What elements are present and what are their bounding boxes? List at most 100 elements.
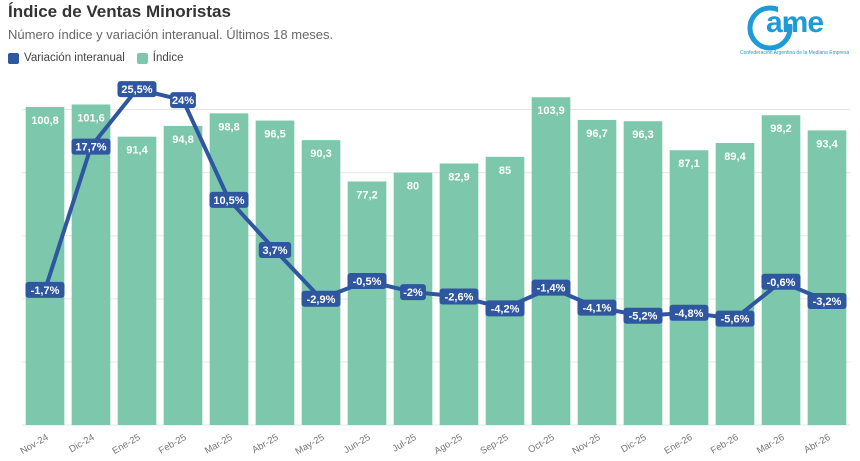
line-label-box-13	[623, 307, 663, 324]
x-tick-label-13: Dic-25	[619, 432, 648, 455]
x-tick-label-12: Nov-25	[570, 432, 602, 457]
line-label-12: -4,1%	[583, 303, 612, 315]
x-tick-label-10: Sep-25	[478, 432, 510, 457]
bar-label-7: 77,2	[356, 189, 377, 201]
bar-label-13: 96,3	[632, 129, 653, 141]
line-label-box-17	[807, 292, 847, 309]
legend-swatch-bar	[136, 52, 148, 64]
bar-15	[715, 142, 755, 425]
x-tick-label-0: Nov-24	[18, 432, 50, 457]
bar-4	[209, 113, 249, 426]
legend-swatch-line	[8, 52, 19, 64]
bar-label-9: 82,9	[448, 171, 469, 183]
x-tick-label-1: Dic-24	[67, 432, 96, 455]
bar-label-16: 98,2	[770, 123, 791, 135]
x-tick-label-4: Mar-25	[203, 432, 235, 457]
line-label-box-8	[400, 284, 426, 301]
line-label-box-15	[715, 310, 755, 327]
chart-legend: Variación interanual Índice	[8, 52, 195, 64]
x-tick-label-6: May-25	[294, 432, 327, 457]
x-tick-label-3: Feb-25	[157, 432, 189, 457]
bar-label-8: 80	[407, 181, 419, 193]
line-label-2: 25,5%	[121, 84, 152, 96]
x-tick-label-15: Feb-26	[709, 432, 741, 457]
line-label-10: -4,2%	[491, 303, 520, 315]
line-label-15: -5,6%	[721, 314, 750, 326]
bar-label-1: 101,6	[77, 112, 105, 124]
logo-tagline: Confederación Argentina de la Mediana Em…	[740, 50, 850, 56]
line-label-14: -4,8%	[675, 308, 704, 320]
x-tick-label-9: Ago-25	[432, 432, 464, 457]
line-label-box-14	[669, 304, 709, 321]
line-label-0: -1,7%	[31, 285, 60, 297]
bar-label-2: 91,4	[126, 145, 148, 157]
bar-label-4: 98,8	[218, 121, 239, 133]
line-label-box-3	[170, 92, 196, 109]
line-label-13: -5,2%	[629, 311, 658, 323]
line-label-6: -2,9%	[307, 294, 336, 306]
x-tick-label-17: Abr-26	[802, 432, 832, 456]
bar-label-3: 94,8	[172, 134, 193, 146]
line-label-box-0	[25, 281, 65, 298]
bar-1	[71, 104, 111, 426]
line-label-box-10	[485, 300, 525, 317]
bar-7	[347, 181, 387, 425]
line-label-box-6	[301, 290, 341, 307]
bar-label-6: 90,3	[310, 148, 331, 160]
legend-item-bar[interactable]: Índice	[136, 52, 184, 64]
bar-17	[807, 130, 847, 425]
x-tick-label-16: Mar-26	[755, 432, 787, 457]
line-label-box-1	[71, 138, 111, 155]
line-series	[43, 87, 828, 321]
legend-item-line[interactable]: Variación interanual	[8, 52, 125, 64]
bar-2	[117, 136, 157, 425]
bar-13	[623, 121, 663, 425]
line-label-17: -3,2%	[813, 296, 842, 308]
x-tick-label-8: Jul-25	[391, 432, 419, 454]
line-label-box-16	[761, 273, 801, 290]
line-label-box-2	[117, 81, 157, 98]
bar-label-17: 93,4	[816, 138, 838, 150]
line-label-3: 24%	[172, 95, 194, 107]
line-label-1: 17,7%	[75, 142, 106, 154]
x-tick-label-5: Abr-25	[250, 432, 280, 456]
line-label-box-12	[577, 299, 617, 316]
line-label-7: -0,5%	[353, 276, 382, 288]
bar-label-14: 87,1	[678, 158, 699, 170]
chart-title: Índice de Ventas Minoristas	[8, 2, 231, 21]
legend-label-line: Variación interanual	[24, 52, 125, 64]
x-tick-label-2: Ene-25	[110, 432, 142, 457]
x-tick-label-14: Ene-26	[662, 432, 694, 457]
line-label-16: -0,6%	[767, 277, 796, 289]
line-label-box-9	[439, 288, 479, 305]
line-label-8: -2%	[403, 287, 423, 299]
bar-label-10: 85	[499, 165, 511, 177]
bar-14	[669, 150, 709, 426]
x-tick-label-11: Oct-25	[526, 432, 556, 456]
line-label-5: 3,7%	[262, 245, 287, 257]
bar-label-0: 100,8	[31, 115, 59, 127]
line-label-box-4	[209, 191, 249, 208]
bar-label-15: 89,4	[724, 151, 746, 163]
chart-subtitle: Número índice y variación interanual. Úl…	[8, 27, 334, 42]
legend-label-bar: Índice	[152, 52, 184, 64]
bar-16	[761, 115, 801, 425]
came-logo-icon	[747, 5, 793, 51]
bar-3	[163, 125, 203, 425]
logo-text: ame	[766, 6, 824, 39]
bar-5	[255, 120, 295, 425]
bar-12	[577, 119, 617, 426]
line-label-box-7	[347, 273, 387, 290]
bar-10	[485, 156, 525, 425]
line-label-box-5	[258, 242, 292, 259]
bar-11	[531, 97, 571, 425]
bar-label-5: 96,5	[264, 129, 285, 141]
bar-label-12: 96,7	[586, 128, 607, 140]
x-tick-label-7: Jun-25	[342, 432, 373, 456]
line-label-box-11	[531, 279, 571, 296]
bar-label-11: 103,9	[537, 105, 565, 117]
line-label-11: -1,4%	[537, 283, 566, 295]
line-label-9: -2,6%	[445, 292, 474, 304]
line-label-4: 10,5%	[213, 195, 244, 207]
